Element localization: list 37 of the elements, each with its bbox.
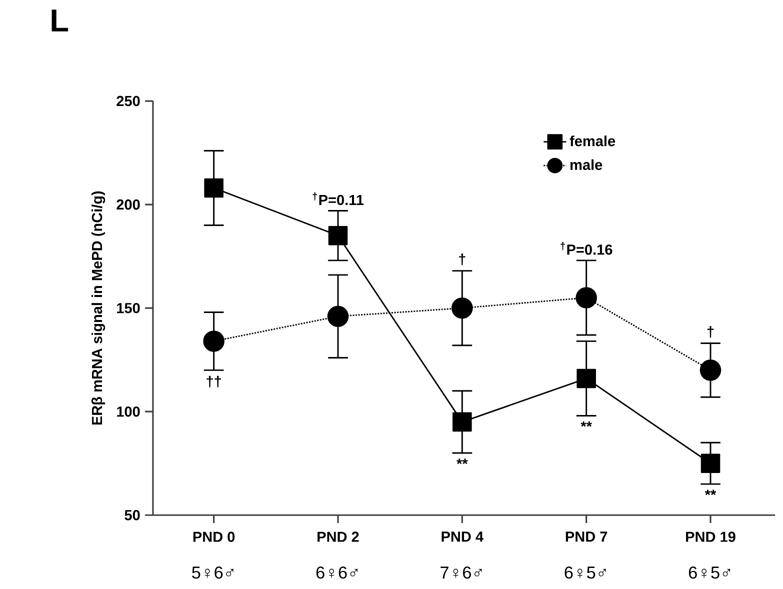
point: [452, 297, 473, 319]
text: 6♀5♂: [688, 566, 730, 578]
text: 6♀5♂: [564, 566, 606, 578]
annotation: $^{†}$P=0.16: [560, 242, 612, 255]
text: 5♀6♂: [192, 566, 234, 578]
point: [327, 306, 349, 327]
y-tick-label: 100: [117, 406, 140, 417]
annotation: †: [707, 326, 714, 338]
x-tick-label: PND 19: [686, 531, 736, 542]
legend-label: female: [570, 135, 616, 146]
x-tick-label: PND 7: [566, 531, 608, 542]
legend-label: male: [570, 159, 602, 170]
point: [328, 226, 348, 246]
x-tick-label: PND 2: [318, 531, 359, 542]
point: [700, 359, 722, 381]
text: 7♀6♂: [440, 566, 482, 578]
x-tick-label: PND 4: [442, 531, 484, 542]
annotation: $^{†}$P=0.11: [312, 192, 364, 205]
point: [576, 286, 597, 308]
point: [576, 368, 596, 388]
y-tick-label: 200: [116, 199, 140, 210]
annotation: **: [580, 421, 592, 427]
y-tick-label: 150: [117, 302, 140, 314]
point: [452, 412, 472, 432]
annotation: ††: [206, 376, 221, 388]
chart-title: L: [52, 9, 68, 32]
annotation: †: [459, 253, 466, 265]
annotation: **: [456, 458, 468, 464]
y-tick-label: 50: [124, 510, 140, 520]
point: [204, 178, 224, 198]
text: 6♀6♂: [316, 566, 358, 578]
annotation: **: [704, 490, 716, 495]
point: [203, 330, 224, 352]
y-tick-label: 250: [116, 96, 140, 106]
point: [700, 454, 720, 473]
x-tick-label: PND 0: [193, 531, 235, 542]
y-axis-title: ERβ mRNA signal in MePD (nCi/g): [91, 191, 106, 424]
